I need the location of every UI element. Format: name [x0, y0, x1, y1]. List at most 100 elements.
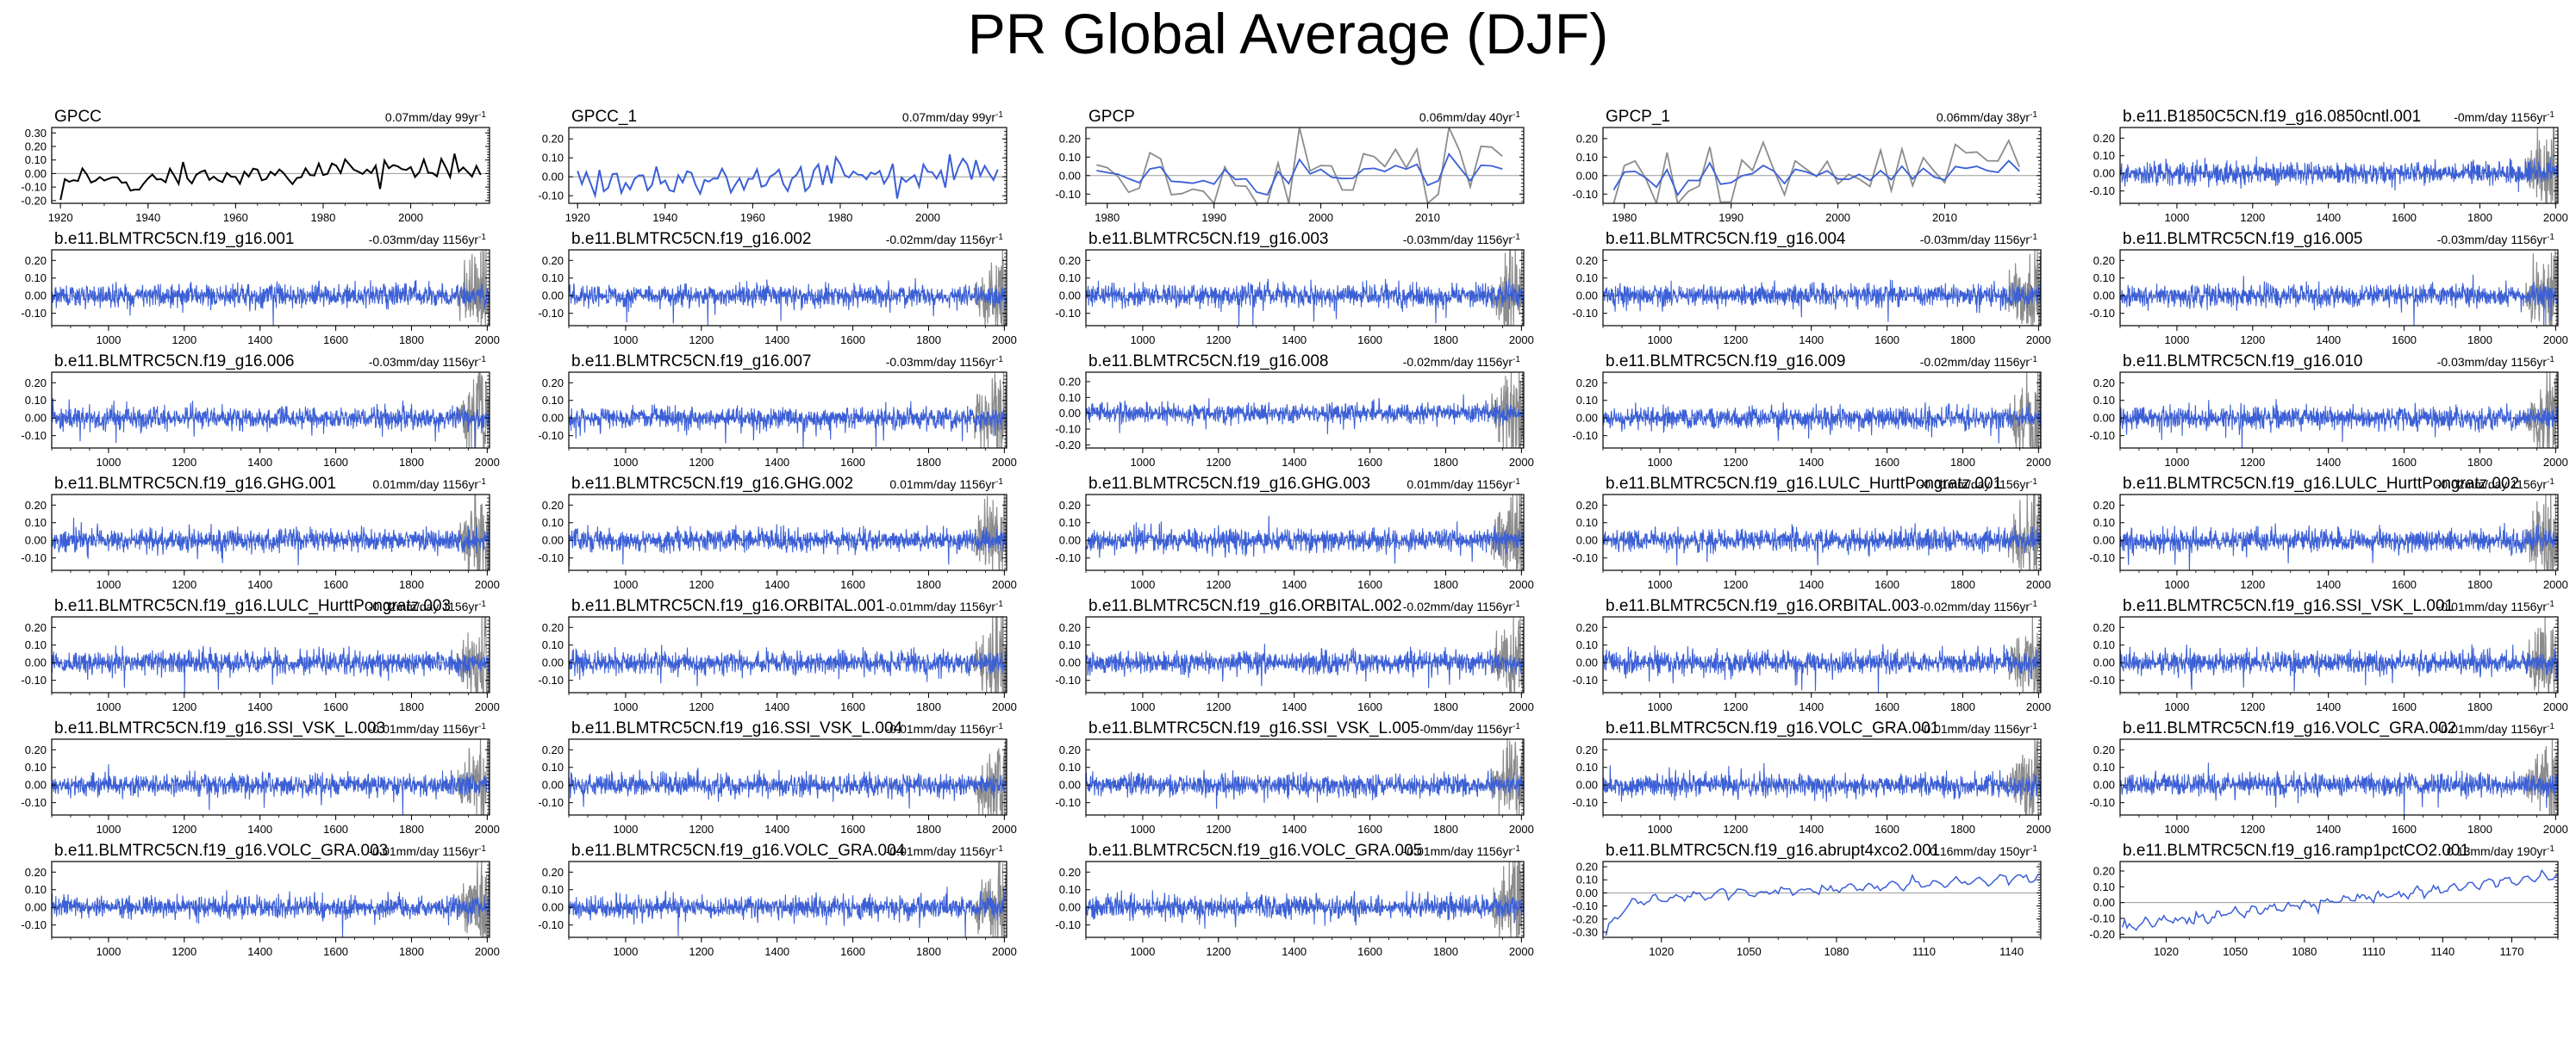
x-tick-label: 1400 — [2316, 211, 2341, 224]
x-tick-label: 2000 — [1509, 700, 1534, 713]
y-tick-label: -0.10 — [1055, 796, 1081, 809]
x-tick-label: 1600 — [840, 578, 865, 591]
series-line-reference — [2007, 495, 2041, 570]
panel-title: GPCP_1 — [1606, 108, 1670, 126]
x-tick-label: 1960 — [223, 211, 248, 224]
series-line — [2120, 399, 2558, 448]
series-line-reference — [2524, 495, 2558, 570]
x-tick-label: 1000 — [613, 456, 638, 469]
plot-frame — [1602, 494, 2042, 571]
y-tick-label: 0.10 — [2093, 638, 2115, 651]
panel-7: b.e11.BLMTRC5CN.f19_g16.002 -0.02mm/day 1… — [538, 230, 1016, 346]
x-tick-label: 2000 — [992, 333, 1017, 346]
x-tick-label: 1200 — [172, 700, 196, 713]
y-tick-label: 0.10 — [542, 152, 564, 165]
series-line-reference — [456, 617, 490, 693]
x-tick-label: 1800 — [399, 456, 424, 469]
y-tick-label: -0.10 — [1055, 307, 1081, 320]
y-tick-label: 0.10 — [1059, 761, 1081, 774]
x-tick-label: 2000 — [1825, 211, 1850, 224]
x-tick-label: 1400 — [1799, 823, 1824, 836]
x-tick-label: 1600 — [840, 333, 865, 346]
x-tick-label: 2000 — [1509, 823, 1534, 836]
series-line — [52, 517, 490, 566]
y-tick-label: 0.10 — [1059, 151, 1081, 164]
y-tick-label: -0.10 — [2089, 551, 2115, 564]
series-line-reference — [456, 250, 490, 326]
panel-title: b.e11.BLMTRC5CN.f19_g16.GHG.001 — [54, 475, 336, 493]
y-tick-label: 0.10 — [25, 516, 47, 529]
x-tick-label: 1600 — [1357, 333, 1382, 346]
y-tick-label: -0.10 — [2089, 429, 2115, 442]
panel-title: b.e11.BLMTRC5CN.f19_g16.SSI_VSK_L.005 — [1088, 719, 1419, 737]
x-tick-label: 1980 — [827, 211, 852, 224]
panel-title: b.e11.BLMTRC5CN.f19_g16.007 — [571, 352, 811, 370]
panel-29: b.e11.BLMTRC5CN.f19_g16.VOLC_GRA.001-0.0… — [1572, 719, 2050, 836]
panel-title: b.e11.BLMTRC5CN.f19_g16.005 — [2123, 230, 2362, 248]
panel-trend-label: -0.03mm/day 1156yr-1 — [886, 355, 1004, 369]
series-line — [569, 524, 1007, 567]
series-line — [2120, 644, 2558, 692]
x-tick-label: 2000 — [475, 700, 500, 713]
y-tick-label: 0.10 — [542, 516, 564, 529]
panel-22: b.e11.BLMTRC5CN.f19_g16.ORBITAL.001 -0.01… — [538, 597, 1016, 713]
y-tick-label: 0.20 — [1059, 132, 1081, 145]
x-tick-label: 1800 — [1950, 700, 1975, 713]
series-line — [1096, 152, 1503, 196]
x-tick-label: 2000 — [992, 945, 1017, 958]
x-tick-label: 1800 — [916, 823, 941, 836]
y-tick-label: -0.10 — [1055, 188, 1081, 201]
panel-trend-label: -0.02mm/day 1156yr-1 — [1403, 355, 1521, 369]
panel-title: GPCC_1 — [571, 108, 637, 126]
series-line — [52, 764, 490, 815]
x-tick-label: 1000 — [96, 823, 121, 836]
y-tick-label: 0.20 — [2093, 499, 2115, 512]
x-tick-label: 1000 — [2164, 333, 2189, 346]
panel-title: b.e11.BLMTRC5CN.f19_g16.LULC_HurttPongra… — [2123, 475, 2519, 493]
panel-title: b.e11.BLMTRC5CN.f19_g16.006 — [54, 352, 294, 370]
x-tick-label: 1800 — [1433, 333, 1458, 346]
panel-title: b.e11.BLMTRC5CN.f19_g16.009 — [1606, 352, 1845, 370]
y-tick-label: -0.10 — [538, 796, 564, 809]
x-tick-label: 2000 — [2543, 333, 2568, 346]
x-tick-label: 1800 — [1950, 823, 1975, 836]
panel-trend-label: -0.03mm/day 1156yr-1 — [1403, 233, 1521, 246]
y-tick-label: -0.10 — [2089, 307, 2115, 320]
x-tick-label: 1170 — [2500, 945, 2524, 958]
series-line — [2120, 156, 2558, 192]
panel-title: b.e11.BLMTRC5CN.f19_g16.ORBITAL.003 — [1606, 597, 1919, 615]
y-tick-label: 0.00 — [2093, 534, 2115, 547]
series-line — [1605, 874, 2041, 936]
x-tick-label: 1200 — [689, 700, 714, 713]
panel-title: b.e11.BLMTRC5CN.f19_g16.004 — [1606, 230, 1846, 248]
panel-19: b.e11.BLMTRC5CN.f19_g16.LULC_HurttPongra… — [1572, 475, 2050, 591]
y-tick-label: 0.10 — [2093, 271, 2115, 284]
x-tick-label: 2000 — [475, 333, 500, 346]
series-line — [569, 767, 1007, 809]
x-tick-label: 1800 — [1433, 700, 1458, 713]
x-tick-label: 1600 — [323, 945, 348, 958]
panel-title: b.e11.BLMTRC5CN.f19_g16.002 — [571, 230, 811, 248]
x-tick-label: 1200 — [1206, 578, 1231, 591]
panel-26: b.e11.BLMTRC5CN.f19_g16.SSI_VSK_L.003-0.… — [21, 719, 499, 836]
panel-trend-label: -0.03mm/day 1156yr-1 — [369, 233, 487, 246]
x-tick-label: 1800 — [2467, 456, 2492, 469]
x-tick-label: 2000 — [475, 945, 500, 958]
x-tick-label: 1800 — [1433, 823, 1458, 836]
x-tick-label: 2000 — [1509, 578, 1534, 591]
panel-6: b.e11.BLMTRC5CN.f19_g16.001 -0.03mm/day 1… — [21, 230, 499, 346]
panel-10: b.e11.BLMTRC5CN.f19_g16.005 -0.03mm/day 1… — [2089, 230, 2567, 346]
y-tick-label: -0.10 — [1055, 674, 1081, 687]
plot-frame — [2119, 861, 2559, 938]
panel-title: b.e11.BLMTRC5CN.f19_g16.GHG.002 — [571, 475, 853, 493]
panel-trend-label: 0.07mm/day 99yr-1 — [385, 110, 487, 124]
series-line — [2121, 868, 2558, 931]
panel-title: b.e11.BLMTRC5CN.f19_g16.SSI_VSK_L.003 — [54, 719, 385, 737]
y-tick-label: -0.10 — [1572, 674, 1598, 687]
x-tick-label: 1400 — [247, 700, 272, 713]
x-tick-label: 2000 — [1509, 945, 1534, 958]
x-tick-label: 2000 — [2543, 211, 2568, 224]
series-line — [52, 279, 490, 326]
x-tick-label: 2000 — [2026, 700, 2051, 713]
x-tick-label: 1000 — [96, 456, 121, 469]
